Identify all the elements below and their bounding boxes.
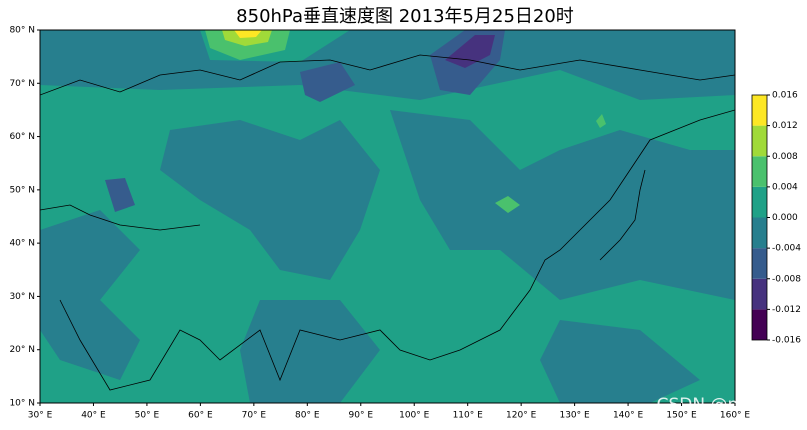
contour-fill [445,35,495,68]
x-tick-label: 50° E [135,411,160,421]
x-tick-label: 110° E [453,411,484,421]
contour-fill [40,210,140,380]
colorbar-band [752,186,767,218]
title: 850hPa垂直速度图 2013年5月25日20时 [236,6,574,27]
contour-fill [222,30,272,46]
colorbar-band [752,125,767,157]
x-tick-label: 70° E [242,411,267,421]
contour-fill [390,110,735,300]
colorbar-band [752,156,767,187]
colorbar-tick-label: -0.012 [772,305,801,315]
y-tick-label: 40° N [9,239,35,249]
x-tick-label: 150° E [666,411,697,421]
colorbar-tick-label: -0.004 [772,244,801,254]
contour-fill [240,300,380,403]
contour-fill [540,320,700,403]
contour-fill [596,114,606,128]
y-tick-label: 80° N [9,26,35,36]
map-frame [39,29,736,404]
x-tick-label: 80° E [295,411,320,421]
colorbar-tick-label: 0.000 [772,213,798,223]
colorbar-band [752,95,767,126]
y-tick-label: 10° N [9,399,35,409]
colorbar-band [752,248,767,279]
y-tick-label: 60° N [9,132,35,142]
x-tick-label: 130° E [559,411,590,421]
colorbar-band [752,309,767,340]
contour-map [40,30,735,403]
contour-fill [105,178,135,212]
contour-fill [300,62,355,102]
y-tick-label: 30° N [9,292,35,302]
contour-fill [495,196,520,213]
watermark: CSDN @mgl666 [657,395,792,415]
contour-fill [234,30,262,38]
colorbar-band [752,278,767,310]
x-tick-label: 100° E [399,411,430,421]
y-tick-label: 20° N [9,345,35,355]
colorbar-tick-label: -0.016 [772,336,801,346]
x-tick-label: 30° E [28,411,53,421]
x-tick-label: 40° E [81,411,106,421]
x-tick-label: 140° E [613,411,644,421]
x-tick-label: 160° E [720,411,751,421]
x-tick-label: 60° E [188,411,213,421]
colorbar-band [752,217,767,249]
colorbar-tick-label: 0.012 [772,121,798,131]
x-tick-label: 120° E [506,411,537,421]
x-tick-label: 90° E [349,411,374,421]
colorbar-tick-label: 0.016 [772,91,798,101]
coastline [40,54,735,391]
colorbar-tick-label: -0.008 [772,274,801,284]
contour-fill [160,120,380,280]
colorbar-tick-label: 0.008 [772,152,798,162]
y-tick-label: 50° N [9,185,35,195]
colorbar-tick-label: 0.004 [772,182,798,192]
y-tick-label: 70° N [9,79,35,89]
